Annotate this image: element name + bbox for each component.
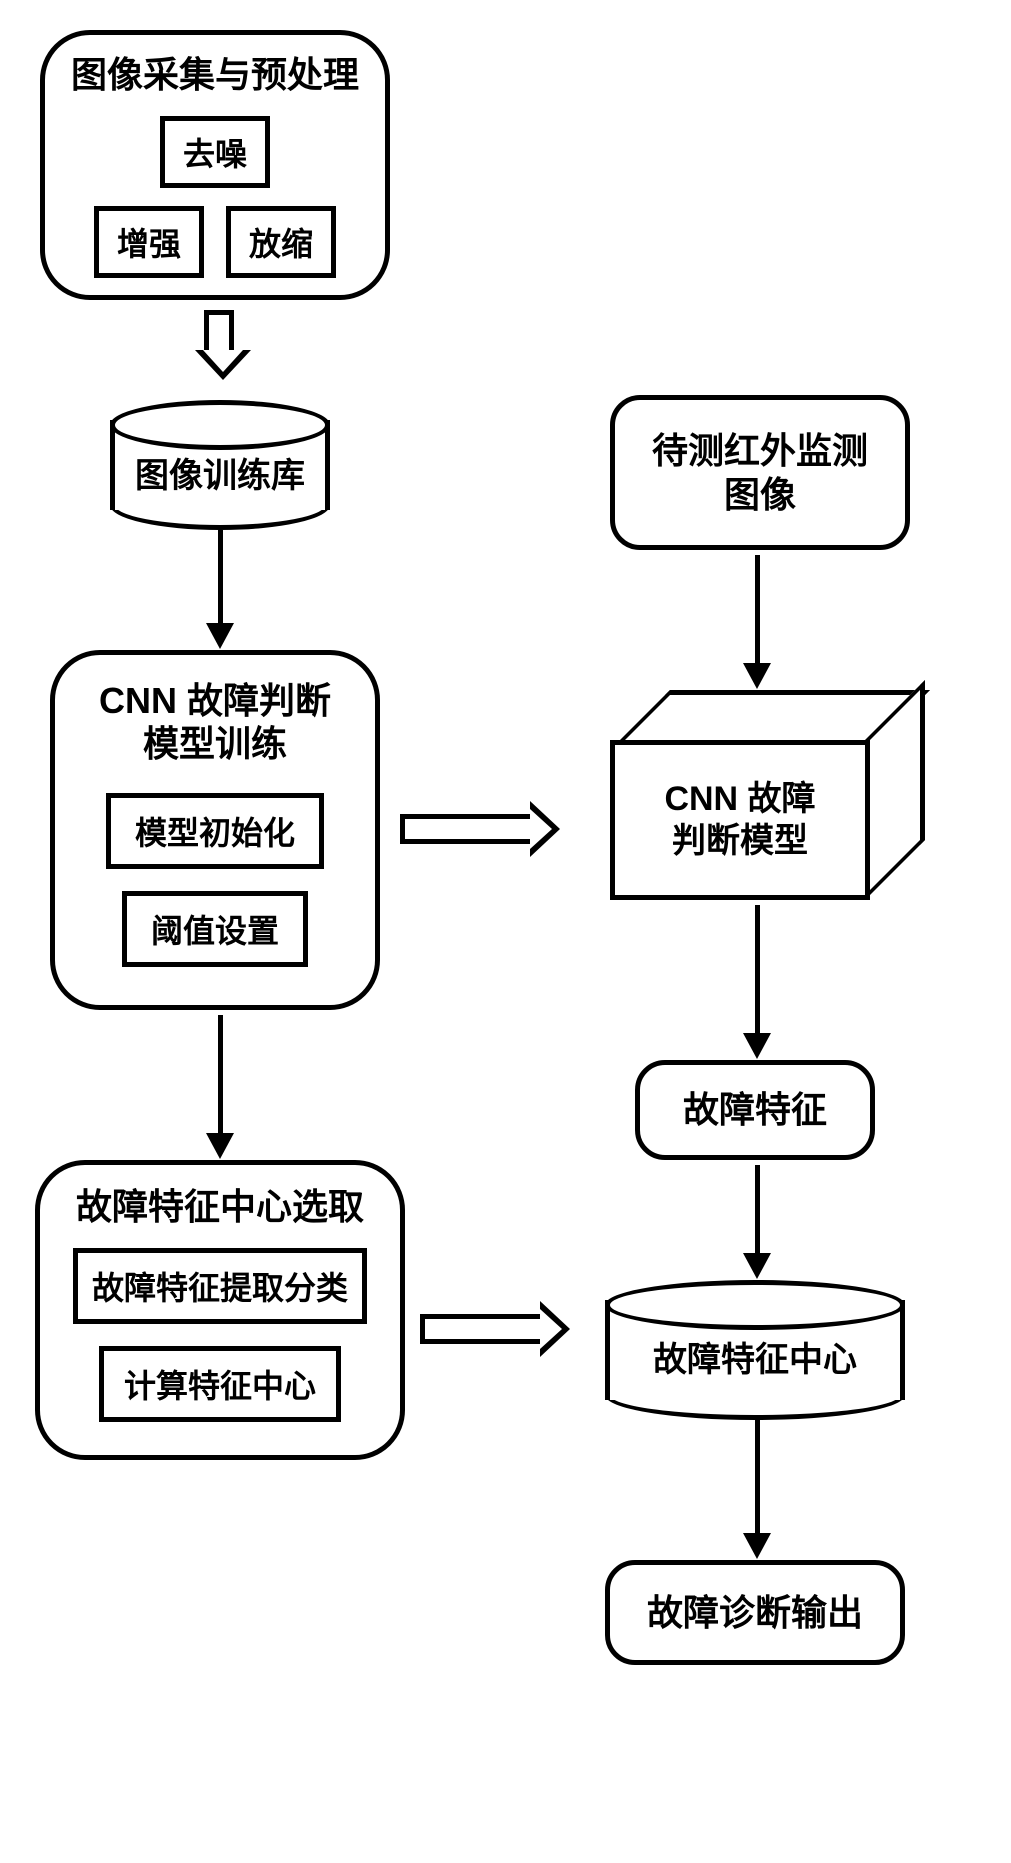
- arrow-training-to-model: [400, 805, 560, 853]
- sub-scale: 放缩: [226, 206, 336, 278]
- arrow-preprocess-to-db: [195, 310, 243, 380]
- arrow-input-to-model-head: [743, 663, 771, 689]
- cnn-training-panel: CNN 故障判断 模型训练 模型初始化 阈值设置: [50, 650, 380, 1010]
- arrow-model-to-feature: [755, 905, 760, 1035]
- arrow-training-to-select-head: [206, 1133, 234, 1159]
- arrow-training-to-select: [218, 1015, 223, 1135]
- arrow-model-to-feature-head: [743, 1033, 771, 1059]
- training-db-cylinder: 图像训练库: [110, 420, 330, 510]
- fault-feature-label: 故障特征: [683, 1088, 827, 1131]
- preprocess-panel: 图像采集与预处理 去噪 增强 放缩: [40, 30, 390, 300]
- input-image-box: 待测红外监测 图像: [610, 395, 910, 550]
- arrow-db-to-training-head: [206, 623, 234, 649]
- arrow-feature-to-centerdb: [755, 1165, 760, 1255]
- feature-center-label: 故障特征中心: [610, 1332, 900, 1381]
- arrow-feature-to-centerdb-head: [743, 1253, 771, 1279]
- feature-center-cylinder: 故障特征中心: [605, 1300, 905, 1400]
- feature-select-panel: 故障特征中心选取 故障特征提取分类 计算特征中心: [35, 1160, 405, 1460]
- diagnosis-output-box: 故障诊断输出: [605, 1560, 905, 1665]
- cuboid-front-face: CNN 故障 判断模型: [610, 740, 870, 900]
- feature-select-title: 故障特征中心选取: [76, 1185, 364, 1228]
- sub-enhance: 增强: [94, 206, 204, 278]
- arrow-input-to-model: [755, 555, 760, 665]
- input-image-label: 待测红外监测 图像: [652, 429, 868, 515]
- training-db-label: 图像训练库: [115, 448, 325, 497]
- arrow-centerdb-to-output-head: [743, 1533, 771, 1559]
- sub-denoise: 去噪: [160, 116, 270, 188]
- cnn-model-cuboid: CNN 故障 判断模型: [610, 690, 930, 900]
- cnn-model-label: CNN 故障 判断模型: [664, 778, 815, 863]
- preprocess-title: 图像采集与预处理: [71, 53, 359, 96]
- diagnosis-output-label: 故障诊断输出: [647, 1591, 863, 1634]
- arrow-centerdb-to-output: [755, 1420, 760, 1535]
- fault-feature-box: 故障特征: [635, 1060, 875, 1160]
- sub-feature-extract: 故障特征提取分类: [73, 1248, 367, 1324]
- sub-compute-center: 计算特征中心: [99, 1346, 341, 1422]
- arrow-db-to-training: [218, 530, 223, 625]
- sub-model-init: 模型初始化: [106, 793, 324, 869]
- sub-threshold: 阈值设置: [122, 891, 308, 967]
- cnn-training-title: CNN 故障判断 模型训练: [99, 679, 331, 765]
- arrow-select-to-centerdb: [420, 1305, 570, 1353]
